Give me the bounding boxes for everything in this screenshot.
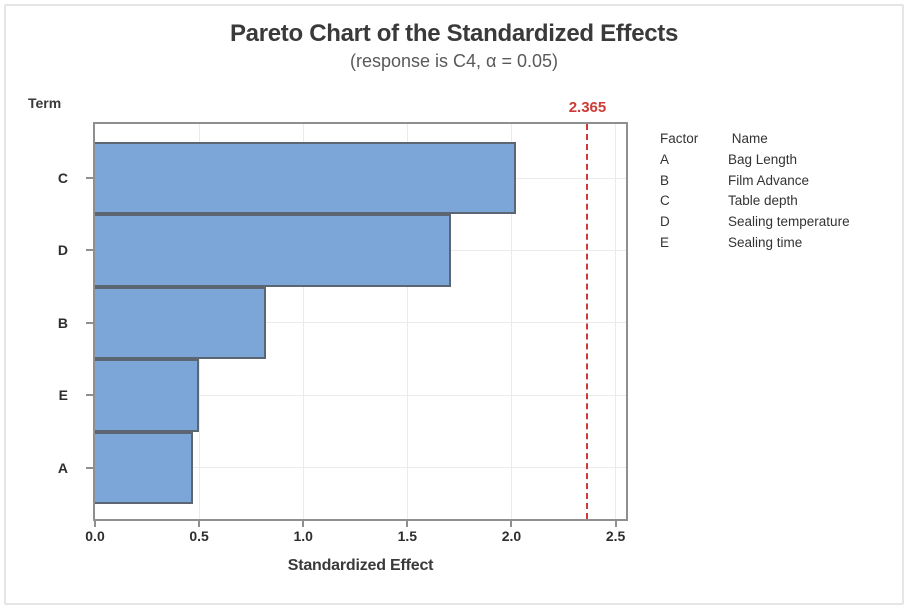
y-gridline (95, 322, 626, 324)
x-tick-mark (302, 521, 305, 527)
legend-name: Sealing time (728, 234, 803, 250)
legend-name: Bag Length (728, 151, 798, 167)
x-tick-mark (614, 521, 617, 527)
bar-B (95, 286, 266, 360)
chart-subtitle: (response is C4, α = 0.05) (349, 51, 558, 71)
legend-row: D Sealing temperature (660, 212, 850, 233)
legend-factor: A (660, 151, 670, 167)
x-gridline (510, 124, 512, 519)
legend-row: B Film Advance (660, 171, 850, 192)
legend-name: Film Advance (728, 172, 810, 188)
y-tick-mark (86, 249, 93, 252)
bar-E (95, 359, 200, 432)
legend-factor: E (660, 234, 670, 250)
bar-A (95, 431, 193, 505)
x-tick-mark (406, 521, 409, 527)
legend-name-header: Name (731, 131, 768, 146)
y-axis-title: Term (28, 95, 62, 111)
y-tick-mark (86, 394, 93, 397)
y-gridline (95, 394, 626, 396)
reference-line (586, 124, 589, 519)
x-gridline (615, 124, 617, 519)
y-tick-label: C (57, 170, 68, 187)
x-gridline (302, 124, 304, 519)
y-tick-label: D (57, 242, 68, 259)
bar-C (95, 141, 516, 215)
y-tick-mark (86, 466, 93, 469)
factor-legend: Factor Name A Bag Length B Film Advance C Tab… (660, 129, 850, 254)
x-tick-label: 0.5 (189, 528, 209, 544)
legend-factor: B (660, 172, 670, 188)
legend-header: Factor Name (660, 129, 850, 150)
legend-row: E Sealing time (660, 233, 850, 254)
x-tick-mark (510, 521, 513, 527)
x-axis-title: Standardized Effect (287, 557, 434, 574)
x-tick-label: 1.0 (293, 528, 313, 544)
plot-area (93, 122, 628, 521)
x-gridline (406, 124, 408, 519)
bar-D (95, 214, 452, 287)
x-tick-label: 2.0 (501, 528, 522, 544)
legend-row: A Bag Length (660, 150, 850, 171)
y-gridline (95, 467, 626, 469)
y-tick-mark (86, 321, 93, 324)
x-tick-label: 0.0 (85, 528, 105, 544)
y-tick-label: A (57, 459, 68, 476)
legend-factor: D (660, 214, 670, 230)
legend-factor: C (660, 193, 670, 209)
reference-line-label: 2.365 (568, 99, 607, 116)
x-tick-mark (198, 521, 201, 527)
legend-row: C Table depth (660, 191, 850, 212)
y-tick-label: E (58, 387, 68, 404)
x-tick-label: 2.5 (605, 528, 626, 544)
legend-name: Sealing temperature (728, 214, 850, 230)
x-tick-mark (94, 521, 96, 527)
chart-title: Pareto Chart of the Standardized Effects (229, 20, 679, 47)
y-tick-mark (86, 177, 93, 180)
legend-factor-header: Factor (660, 131, 699, 146)
legend-name: Table depth (728, 193, 798, 209)
y-tick-label: B (57, 314, 68, 331)
x-tick-label: 1.5 (397, 528, 418, 544)
